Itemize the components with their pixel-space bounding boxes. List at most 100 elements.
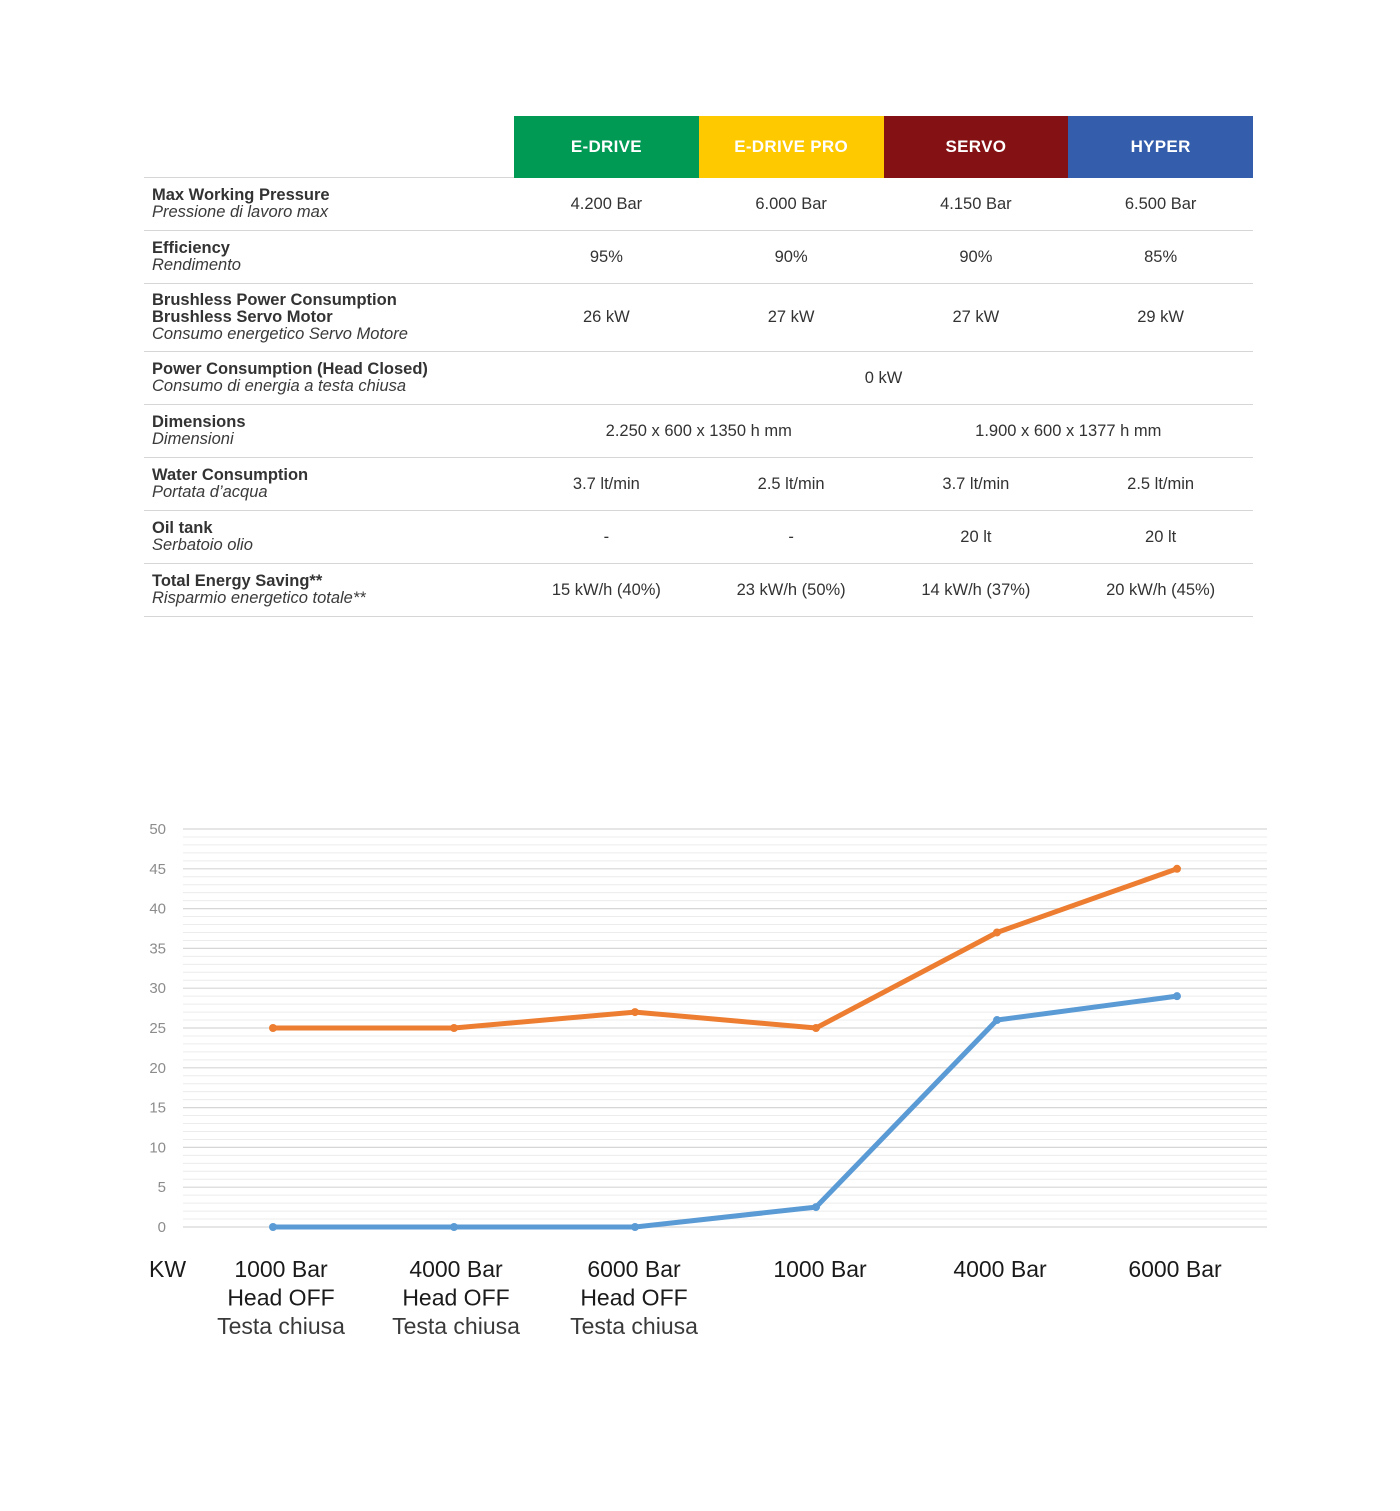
table-cell: 90% <box>774 247 808 266</box>
row-label-en: Oil tank <box>152 519 213 537</box>
row-label-it: Pressione di lavoro max <box>152 203 329 221</box>
row-label-it: Serbatoio olio <box>152 536 253 554</box>
row-label-en: Water Consumption <box>152 466 309 484</box>
table-row: Dimensions Dimensioni 2.250 x 600 x 1350 h… <box>144 405 1253 458</box>
table-row: Max Working Pressure Pressione di lavoro … <box>144 178 1253 231</box>
table-row: Water Consumption Portata d’acqua 3.7 lt/m… <box>144 458 1253 511</box>
x-tick-label: Testa chiusa <box>570 1313 698 1339</box>
x-tick-label: 1000 Bar <box>234 1256 328 1282</box>
y-tick-label: 45 <box>149 861 166 878</box>
table-cell: - <box>788 527 794 546</box>
row-label: Efficiency Rendimento <box>144 240 514 274</box>
table-cell: 85% <box>1144 247 1178 266</box>
row-label-en: Dimensions <box>152 413 246 431</box>
x-tick-label: 6000 Bar <box>587 1256 681 1282</box>
data-point-blue <box>812 1203 820 1212</box>
series-line-blue <box>270 993 1180 1230</box>
table-row: Total Energy Saving** Risparmio energetic… <box>144 564 1253 617</box>
table-cell: 20 lt <box>1145 527 1177 546</box>
table-cell: 4.150 Bar <box>940 194 1012 213</box>
table-cell: 2.250 x 600 x 1350 h mm <box>605 421 792 440</box>
table-cell: 23 kW/h (50%) <box>736 580 846 599</box>
model-header-e-drive-pro: E-DRIVE PRO <box>698 116 884 178</box>
data-point-blue <box>993 1016 1001 1025</box>
row-label-en: Total Energy Saving** <box>152 572 323 590</box>
row-label-en: Power Consumption (Head Closed) <box>152 360 428 378</box>
data-point-orange <box>450 1024 458 1032</box>
table-cell: 2.5 lt/min <box>1127 474 1195 493</box>
table-row: Oil tank Serbatoio olio - - 20 lt 20 lt <box>144 511 1253 564</box>
table-cell: 6.500 Bar <box>1124 194 1197 213</box>
row-label-it: Rendimento <box>152 256 241 274</box>
y-tick-label: 35 <box>149 940 166 957</box>
model-header-e-drive: E-DRIVE <box>514 116 699 178</box>
row-label-it: Risparmio energetico totale** <box>152 589 366 607</box>
data-point-orange <box>631 1008 639 1017</box>
x-tick-label: Testa chiusa <box>392 1313 520 1339</box>
x-tick-label: Head OFF <box>402 1285 509 1311</box>
data-point-blue <box>631 1223 639 1231</box>
row-label: Power Consumption (Head Closed) Consumo d… <box>144 361 514 395</box>
y-axis-label: KW <box>149 1256 186 1282</box>
table-cell: 1.900 x 600 x 1377 h mm <box>975 421 1162 440</box>
row-label-en: Brushless Power Consumption <box>152 291 397 309</box>
spec-table: E-DRIVE E-DRIVE PRO SERVO HYPER Max Working… <box>144 116 1253 617</box>
table-cell: 4.200 Bar <box>570 194 643 213</box>
table-cell: 29 kW <box>1137 308 1184 326</box>
table-cell: - <box>603 527 610 546</box>
x-tick-label: 4000 Bar <box>953 1256 1047 1282</box>
data-point-orange <box>812 1024 820 1032</box>
table-row: Brushless Power Consumption Brushless Ser… <box>144 284 1253 352</box>
y-tick-label: 0 <box>158 1219 166 1236</box>
table-cell: 6.000 Bar <box>755 194 827 213</box>
x-tick-label: Head OFF <box>580 1285 687 1311</box>
model-header-hyper: HYPER <box>1068 116 1253 178</box>
data-point-blue <box>1173 992 1181 1001</box>
row-label: Max Working Pressure Pressione di lavoro … <box>144 187 514 221</box>
y-tick-label: 50 <box>149 821 166 838</box>
row-label: Oil tank Serbatoio olio <box>144 520 514 554</box>
row-label-it: Consumo di energia a testa chiusa <box>152 377 407 395</box>
table-cell: 3.7 lt/min <box>572 474 640 493</box>
x-tick-label: Testa chiusa <box>217 1313 345 1339</box>
data-point-blue <box>450 1223 458 1231</box>
row-label-it: Consumo energetico Servo Motore <box>152 325 408 343</box>
series-line-orange <box>270 866 1180 1031</box>
y-tick-label: 20 <box>149 1060 166 1077</box>
model-header-servo: SERVO <box>883 116 1069 178</box>
table-cell: 20 kW/h (45%) <box>1106 580 1216 599</box>
y-tick-label: 30 <box>149 980 166 997</box>
y-tick-label: 5 <box>158 1179 166 1196</box>
y-tick-label: 15 <box>149 1100 166 1117</box>
table-cell: 20 lt <box>960 527 992 546</box>
table-cell: 15 kW/h (40%) <box>551 580 661 599</box>
table-cell: 0 kW <box>864 368 903 387</box>
y-tick-label: 10 <box>149 1139 166 1156</box>
table-cell: 3.7 lt/min <box>942 474 1010 493</box>
row-label: Dimensions Dimensioni <box>144 414 514 448</box>
table-body: Max Working Pressure Pressione di lavoro … <box>144 178 1253 617</box>
row-label-en: Brushless Servo Motor <box>152 308 333 326</box>
row-label-en: Efficiency <box>152 239 230 257</box>
table-cell: 14 kW/h (37%) <box>921 580 1031 599</box>
row-label-it: Portata d’acqua <box>152 483 268 501</box>
table-header: E-DRIVE E-DRIVE PRO SERVO HYPER <box>144 116 1253 178</box>
table-cell: 90% <box>959 247 993 266</box>
row-label: Brushless Power Consumption Brushless Ser… <box>144 292 514 343</box>
x-tick-label: Head OFF <box>227 1285 334 1311</box>
y-tick-label: 40 <box>149 901 166 918</box>
data-point-orange <box>1173 864 1181 873</box>
data-point-orange <box>993 928 1001 937</box>
table-cell: 27 kW <box>767 308 815 326</box>
table-cell: 2.5 lt/min <box>757 474 825 493</box>
row-label-it: Dimensioni <box>152 430 234 448</box>
data-point-orange <box>269 1024 277 1032</box>
table-cell: 95% <box>589 247 623 266</box>
x-tick-label: 4000 Bar <box>409 1256 503 1282</box>
row-label: Total Energy Saving** Risparmio energetic… <box>144 573 514 607</box>
x-tick-label: 1000 Bar <box>773 1256 867 1282</box>
data-point-blue <box>269 1223 277 1231</box>
y-tick-label: 25 <box>149 1020 166 1037</box>
row-label-en: Max Working Pressure <box>152 186 330 204</box>
